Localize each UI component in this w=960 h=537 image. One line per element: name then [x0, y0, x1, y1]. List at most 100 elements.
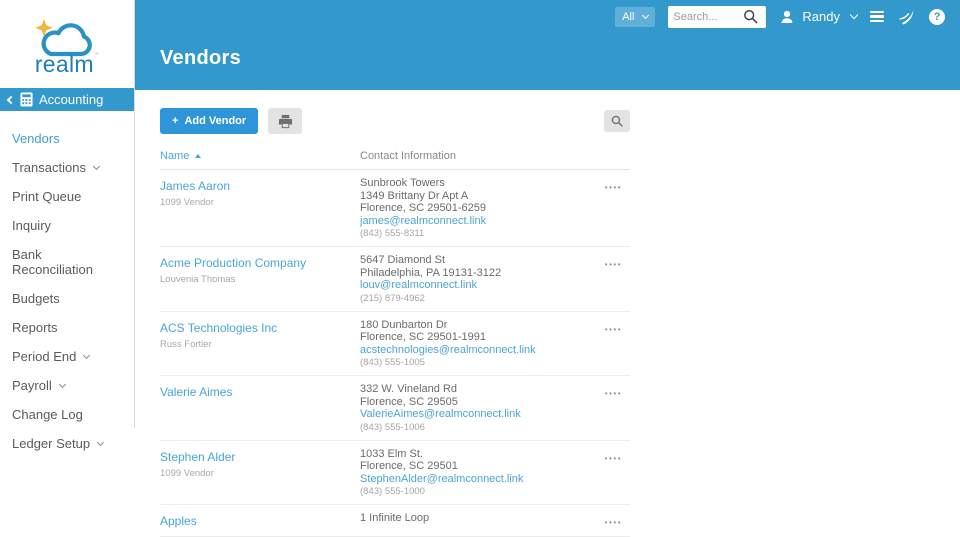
vendor-phone: (215) 879-4962 [360, 292, 425, 304]
search-scope-select[interactable]: All [615, 6, 656, 27]
sidebar-section-label: Accounting [39, 92, 104, 107]
printer-icon [278, 114, 292, 128]
table-search-button[interactable] [604, 110, 630, 132]
sidebar-item-change-log[interactable]: Change Log [0, 400, 134, 429]
sidebar-item-transactions[interactable]: Transactions [0, 153, 134, 182]
sidebar-item-print-queue[interactable]: Print Queue [0, 182, 134, 211]
vendor-sublabel: Louvenia Thomas [160, 274, 236, 285]
address-line: Florence, SC 29501-6259 [360, 202, 486, 214]
address-line: Florence, SC 29501-1991 [360, 331, 486, 343]
chevron-down-icon [642, 11, 650, 20]
trademark-mark: ™ [93, 52, 100, 58]
address-line: 1 Infinite Loop [360, 512, 430, 524]
page-header: All Randy [135, 0, 960, 90]
search-input[interactable] [673, 10, 744, 23]
sidebar-section-header[interactable]: Accounting [0, 88, 134, 111]
vendor-name-link[interactable]: Apples [160, 514, 197, 528]
search-scope-value: All [622, 10, 635, 23]
sidebar-item-label: Inquiry [12, 218, 52, 233]
sidebar-item-label: Print Queue [12, 189, 82, 204]
address-line: 332 W. Vineland Rd [360, 383, 458, 395]
sidebar-item-bank-reconciliation[interactable]: Bank Reconciliation [0, 240, 134, 284]
address-line: Sunbrook Towers [360, 177, 445, 189]
sidebar-item-budgets[interactable]: Budgets [0, 284, 134, 313]
vendor-name-cell: James Aaron 1099 Vendor [160, 177, 360, 240]
sidebar-item-label: Change Log [12, 407, 83, 422]
address-line: Philadelphia, PA 19131-3122 [360, 266, 502, 279]
row-actions-button[interactable]: •••• [605, 181, 622, 195]
vendor-name-cell: Stephen Alder 1099 Vendor [160, 448, 360, 499]
swoosh-icon[interactable] [897, 7, 916, 26]
vendor-actions-cell: •••• [580, 254, 630, 305]
plus-icon: + [172, 115, 179, 127]
sidebar-nav: Vendors Transactions Print Queue Inquiry Ban… [0, 111, 134, 458]
sidebar-item-label: Vendors [12, 131, 60, 146]
chevron-down-icon [849, 10, 859, 20]
star-icon [35, 19, 53, 37]
vendors-toolbar: + Add Vendor [160, 108, 630, 134]
address-line: 1033 Elm St. [360, 447, 423, 460]
sidebar-item-period-end[interactable]: Period End [0, 342, 134, 371]
vendor-contact-cell: 1 Infinite Loop [360, 512, 580, 530]
address-line: 1349 Brittany Dr Apt A [360, 189, 469, 202]
row-actions-button[interactable]: •••• [605, 516, 622, 530]
vendor-sublabel: 1099 Vendor [160, 467, 214, 479]
vendor-email-link[interactable]: louv@realmconnect.link [360, 279, 477, 291]
chevron-down-icon [58, 380, 66, 389]
vendor-contact-cell: 180 Dunbarton Dr Florence, SC 29501-1991 a… [360, 319, 580, 370]
column-header-name[interactable]: Name [160, 150, 360, 162]
sidebar-item-reports[interactable]: Reports [0, 313, 134, 342]
vendor-phone: (843) 555-1006 [360, 421, 425, 433]
main-area: All Randy [135, 0, 960, 537]
topbar: All Randy [135, 0, 960, 33]
calculator-icon [20, 92, 33, 107]
vendor-sublabel: 1099 Vendor [160, 197, 214, 208]
help-icon[interactable]: ? [929, 8, 945, 25]
vendor-name-link[interactable]: Valerie Aimes [160, 385, 233, 399]
vendor-contact-cell: Sunbrook Towers 1349 Brittany Dr Apt A Flo… [360, 177, 580, 240]
search-icon[interactable] [743, 9, 758, 24]
sidebar-item-ledger-setup[interactable]: Ledger Setup [0, 429, 134, 458]
vendor-email-link[interactable]: ValerieAimes@realmconnect.link [360, 408, 521, 420]
global-search [668, 5, 767, 28]
vendor-name-link[interactable]: ACS Technologies Inc [160, 320, 278, 335]
sidebar-item-label: Payroll [12, 378, 52, 393]
sidebar-item-label: Transactions [12, 160, 86, 175]
vendor-actions-cell: •••• [580, 319, 630, 370]
vendor-actions-cell: •••• [580, 177, 630, 240]
page-title: Vendors [160, 47, 242, 69]
vendor-email-link[interactable]: james@realmconnect.link [360, 214, 487, 227]
table-row: Apples 1 Infinite Loop •••• [160, 505, 630, 537]
chevron-down-icon [97, 438, 105, 447]
vendor-name-link[interactable]: Stephen Alder [160, 449, 236, 464]
row-actions-button[interactable]: •••• [605, 323, 622, 337]
user-menu[interactable]: Randy [779, 9, 859, 25]
sidebar-item-label: Budgets [12, 291, 60, 306]
row-actions-button[interactable]: •••• [605, 387, 622, 401]
vendor-name-link[interactable]: James Aaron [160, 179, 231, 193]
content: + Add Vendor Name [135, 90, 630, 537]
sidebar: realm™ Accounting Vendors Transactions Pri… [0, 0, 135, 451]
vendor-sublabel: Russ Fortier [160, 338, 212, 350]
user-name: Randy [802, 9, 840, 24]
vendor-name-link[interactable]: Acme Production Company [160, 256, 307, 270]
sidebar-item-vendors[interactable]: Vendors [0, 124, 134, 153]
add-vendor-button[interactable]: + Add Vendor [160, 108, 259, 134]
address-line: 180 Dunbarton Dr [360, 318, 448, 331]
row-actions-button[interactable]: •••• [605, 452, 622, 466]
table-row: Acme Production Company Louvenia Thomas 56… [160, 247, 630, 312]
sidebar-item-inquiry[interactable]: Inquiry [0, 211, 134, 240]
address-line: Florence, SC 29505 [360, 395, 458, 408]
vendor-email-link[interactable]: acstechnologies@realmconnect.link [360, 343, 536, 356]
vendor-email-link[interactable]: StephenAlder@realmconnect.link [360, 472, 524, 485]
row-actions-button[interactable]: •••• [605, 258, 622, 272]
table-row: Valerie Aimes 332 W. Vineland Rd Florence,… [160, 376, 630, 441]
search-icon [611, 115, 623, 127]
print-button[interactable] [268, 108, 303, 134]
vendor-contact-cell: 332 W. Vineland Rd Florence, SC 29505 Vale… [360, 383, 580, 434]
menu-icon[interactable] [870, 10, 884, 23]
vendor-actions-cell: •••• [580, 383, 630, 434]
address-line: 5647 Diamond St [360, 254, 445, 266]
sort-asc-icon [195, 154, 202, 158]
sidebar-item-payroll[interactable]: Payroll [0, 371, 134, 400]
